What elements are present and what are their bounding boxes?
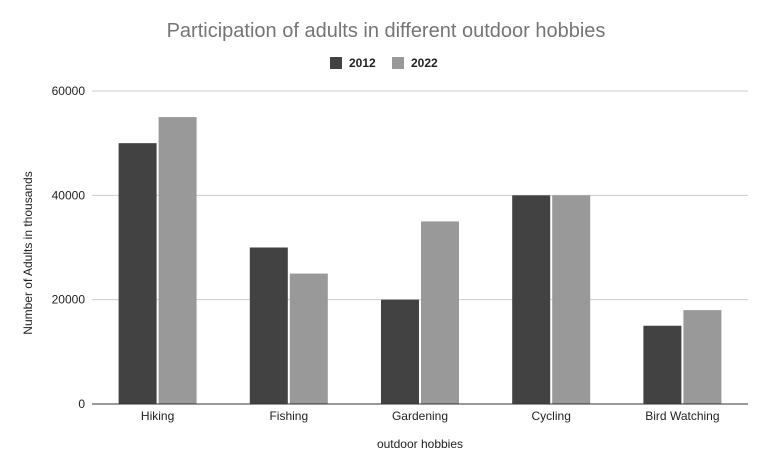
x-axis-ticks: Hiking Fishing Gardening Cycling Bird Watchi… xyxy=(141,409,720,423)
y-axis-ticks: 0 20000 40000 60000 xyxy=(52,84,86,411)
bar-2012-bird-watching xyxy=(643,325,682,404)
bar-2022-gardening xyxy=(421,221,459,404)
y-tick-label: 60000 xyxy=(52,84,86,98)
y-axis-label: Number of Adults in thousands xyxy=(21,171,35,334)
bar-2012-hiking xyxy=(118,143,157,404)
x-tick-label: Cycling xyxy=(532,409,571,423)
x-tick-label: Bird Watching xyxy=(645,409,719,423)
bar-2012-gardening xyxy=(381,299,419,404)
legend-swatch-2022 xyxy=(392,57,404,69)
x-axis-label: outdoor hobbies xyxy=(377,437,463,451)
bar-2012-cycling xyxy=(512,195,551,404)
x-tick-label: Gardening xyxy=(392,409,448,423)
y-tick-label: 20000 xyxy=(52,293,86,307)
x-tick-label: Hiking xyxy=(141,409,174,423)
bars xyxy=(118,117,722,404)
bar-2022-hiking xyxy=(158,117,197,404)
bar-2012-fishing xyxy=(249,247,288,404)
legend: 2012 2022 xyxy=(330,56,438,70)
legend-swatch-2012 xyxy=(330,57,342,69)
legend-label-2022: 2022 xyxy=(411,56,438,70)
x-tick-label: Fishing xyxy=(269,409,308,423)
bar-2022-bird-watching xyxy=(683,310,722,404)
legend-label-2012: 2012 xyxy=(349,56,376,70)
bar-2022-cycling xyxy=(552,195,591,404)
bar-2022-fishing xyxy=(289,273,328,404)
gridlines xyxy=(92,90,748,301)
y-tick-label: 0 xyxy=(78,397,85,411)
chart-title: Participation of adults in different out… xyxy=(167,20,606,42)
y-tick-label: 40000 xyxy=(52,188,86,202)
